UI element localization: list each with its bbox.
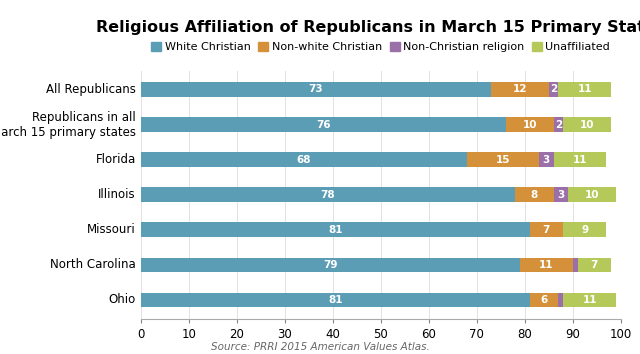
Bar bbox=[141, 187, 515, 202]
Bar bbox=[492, 82, 548, 97]
Title: Religious Affiliation of Republicans in March 15 Primary States: Religious Affiliation of Republicans in … bbox=[96, 20, 640, 35]
Bar bbox=[141, 82, 492, 97]
Bar bbox=[554, 152, 607, 167]
Bar bbox=[558, 82, 611, 97]
Bar bbox=[141, 257, 520, 272]
Bar bbox=[141, 222, 530, 237]
Bar bbox=[520, 257, 573, 272]
Bar bbox=[563, 293, 616, 307]
Text: 11: 11 bbox=[539, 260, 554, 270]
Bar bbox=[548, 82, 558, 97]
Text: 81: 81 bbox=[328, 295, 342, 305]
Text: 10: 10 bbox=[580, 120, 595, 130]
Text: 3: 3 bbox=[557, 190, 564, 200]
Bar bbox=[563, 117, 611, 132]
Bar bbox=[573, 257, 577, 272]
Bar bbox=[578, 257, 611, 272]
Text: 2: 2 bbox=[555, 120, 562, 130]
Text: Source: PRRI 2015 American Values Atlas.: Source: PRRI 2015 American Values Atlas. bbox=[211, 342, 429, 353]
Text: 73: 73 bbox=[308, 85, 323, 95]
Bar bbox=[554, 187, 568, 202]
Text: 7: 7 bbox=[591, 260, 598, 270]
Bar bbox=[563, 222, 607, 237]
Text: 8: 8 bbox=[531, 190, 538, 200]
Text: 12: 12 bbox=[513, 85, 527, 95]
Text: 10: 10 bbox=[522, 120, 537, 130]
Bar bbox=[530, 293, 558, 307]
Text: 10: 10 bbox=[585, 190, 599, 200]
Text: 15: 15 bbox=[496, 155, 511, 165]
Text: 7: 7 bbox=[543, 225, 550, 235]
Bar bbox=[141, 117, 506, 132]
Text: 11: 11 bbox=[577, 85, 592, 95]
Text: 2: 2 bbox=[550, 85, 557, 95]
Legend: White Christian, Non-white Christian, Non-Christian religion, Unaffiliated: White Christian, Non-white Christian, No… bbox=[147, 38, 614, 57]
Text: 81: 81 bbox=[328, 225, 342, 235]
Bar bbox=[540, 152, 554, 167]
Text: 78: 78 bbox=[321, 190, 335, 200]
Text: 76: 76 bbox=[316, 120, 330, 130]
Bar bbox=[506, 117, 554, 132]
Bar bbox=[141, 152, 467, 167]
Text: 3: 3 bbox=[543, 155, 550, 165]
Text: 9: 9 bbox=[581, 225, 588, 235]
Text: 11: 11 bbox=[582, 295, 597, 305]
Bar bbox=[554, 117, 563, 132]
Bar bbox=[467, 152, 540, 167]
Bar bbox=[141, 293, 530, 307]
Bar bbox=[530, 222, 563, 237]
Bar bbox=[558, 293, 563, 307]
Bar bbox=[568, 187, 616, 202]
Text: 6: 6 bbox=[540, 295, 548, 305]
Bar bbox=[515, 187, 554, 202]
Text: 11: 11 bbox=[573, 155, 588, 165]
Text: 79: 79 bbox=[323, 260, 338, 270]
Text: 68: 68 bbox=[297, 155, 311, 165]
